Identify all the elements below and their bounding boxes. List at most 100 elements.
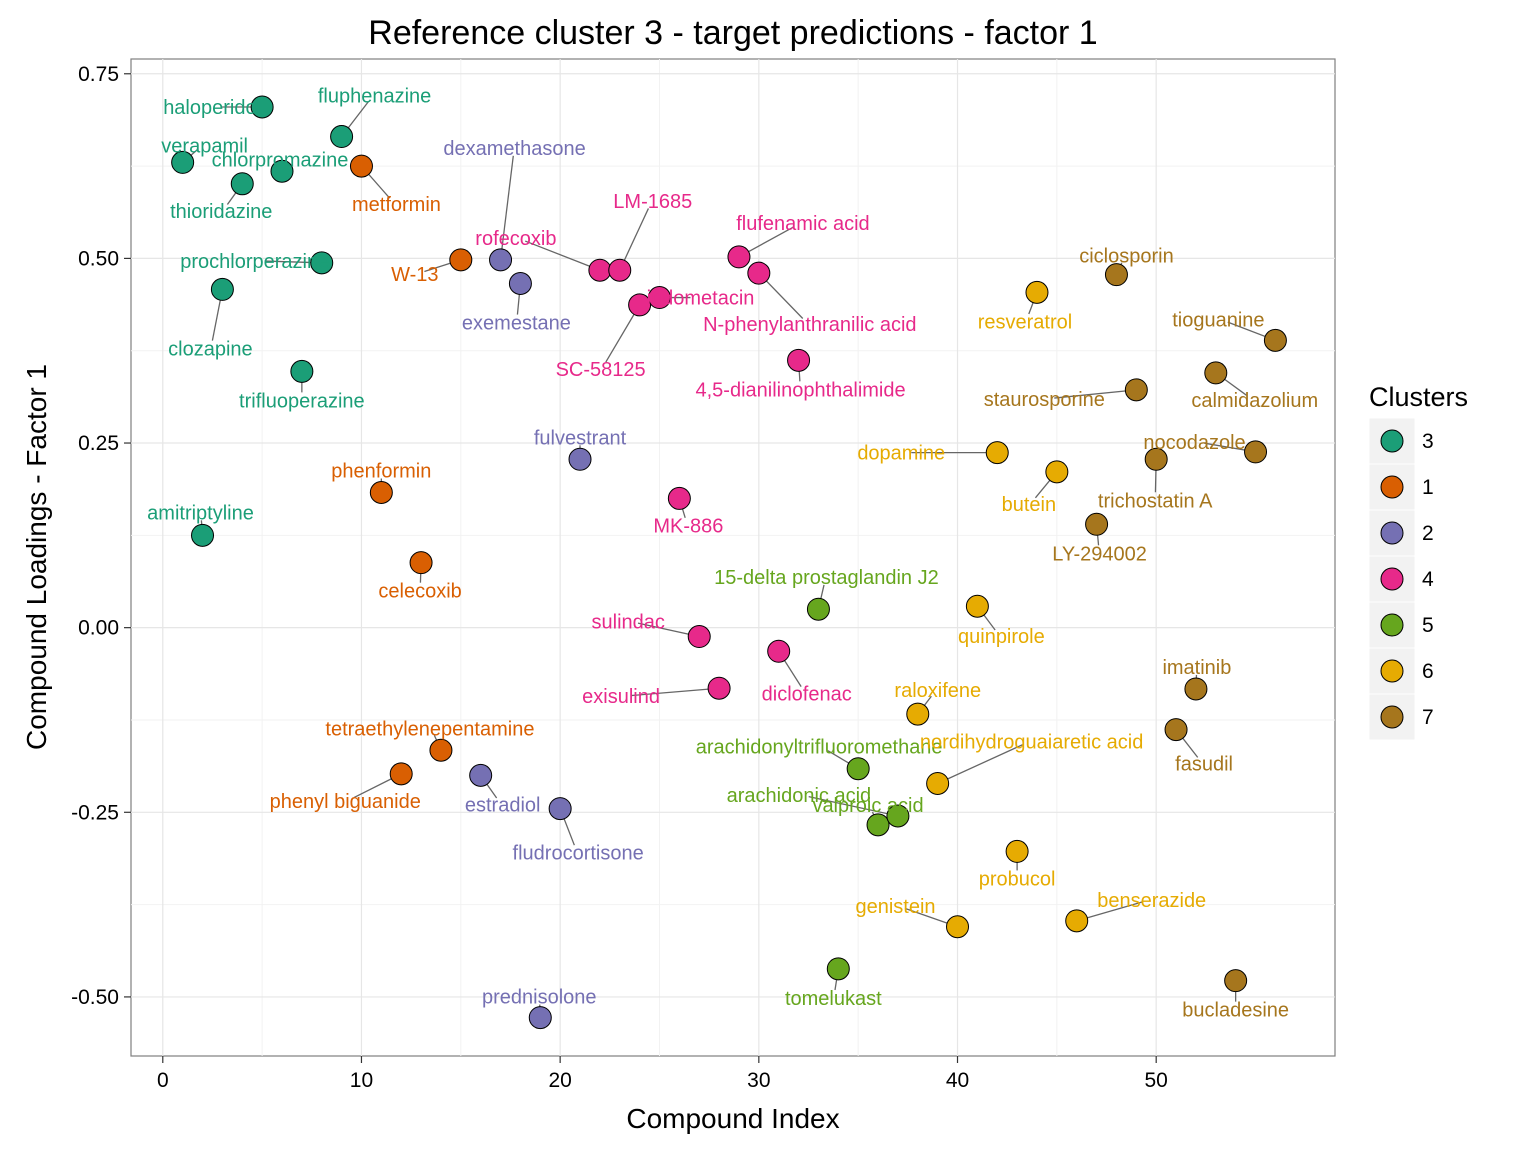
scatter-point: [866, 813, 890, 837]
scatter-point: [1065, 909, 1089, 933]
scatter-point: [429, 738, 453, 762]
data-points: [171, 95, 1287, 1030]
point-label: fludrocortisone: [513, 843, 644, 865]
y-axis: -0.50 -0.25 0.00 0.25 0.50 0.75: [71, 63, 131, 1009]
point-label: clozapine: [168, 338, 253, 360]
label-connector: [937, 744, 1023, 785]
point-label: haloperidol: [163, 97, 261, 119]
point-label: 4,5-dianilinophthalimide: [695, 379, 905, 401]
legend-swatch: [1380, 613, 1404, 637]
scatter-point: [767, 639, 791, 663]
point-label: imatinib: [1162, 657, 1231, 679]
point-label: metformin: [352, 194, 441, 216]
point-label: amitriptyline: [147, 502, 254, 524]
y-tick-label: 0.25: [78, 432, 119, 455]
scatter-point: [787, 348, 811, 372]
label-connector: [524, 240, 601, 271]
legend-swatch: [1380, 429, 1404, 453]
legend-swatch: [1380, 705, 1404, 729]
scatter-point: [747, 261, 771, 285]
legend-label: 1: [1422, 476, 1434, 499]
scatter-point: [310, 251, 334, 275]
point-label: chlorpromazine: [212, 149, 349, 171]
point-label: thioridazine: [170, 201, 272, 223]
point-label: W-13: [391, 264, 438, 286]
point-label: rofecoxib: [475, 228, 556, 250]
point-label: quinpirole: [958, 626, 1045, 648]
point-label: trichostatin A: [1098, 490, 1213, 512]
point-label: genistein: [855, 896, 935, 918]
scatter-point: [1104, 263, 1128, 287]
scatter-point: [409, 551, 433, 575]
point-label: staurosporine: [984, 389, 1105, 411]
scatter-point: [985, 441, 1009, 465]
point-label: ciclosporin: [1079, 246, 1173, 268]
legend-label: 6: [1422, 660, 1434, 683]
label-connector: [1054, 389, 1137, 399]
chart-title: Reference cluster 3 - target predictions…: [368, 14, 1097, 52]
scatter-point: [687, 625, 711, 649]
point-label: dexamethasone: [443, 138, 585, 160]
point-label: LY-294002: [1052, 543, 1147, 565]
scatter-point: [369, 481, 393, 505]
point-label: tioguanine: [1172, 309, 1264, 331]
x-tick-label: 40: [946, 1069, 969, 1092]
label-connector: [808, 796, 899, 817]
point-label: bucladesine: [1182, 1000, 1289, 1022]
point-label: flufenamic acid: [736, 213, 869, 235]
point-label: arachidonic acid: [727, 785, 872, 807]
legend-title: Clusters: [1369, 382, 1468, 412]
scatter-point: [489, 248, 513, 272]
label-connector: [499, 155, 514, 260]
point-label: exisulind: [582, 686, 660, 708]
scatter-point: [1263, 328, 1287, 352]
point-label: sulindac: [592, 612, 665, 634]
scatter-point: [946, 915, 970, 939]
scatter-point: [1144, 447, 1168, 471]
point-label: celecoxib: [378, 581, 461, 603]
scatter-point: [667, 486, 691, 510]
x-tick-label: 50: [1145, 1069, 1168, 1092]
y-tick-label: -0.50: [71, 986, 119, 1009]
scatter-point: [171, 150, 195, 174]
point-label: diclofenac: [762, 683, 852, 705]
point-label: valproic acid: [812, 795, 923, 817]
point-label: 15-delta prostaglandin J2: [714, 567, 939, 589]
scatter-point: [290, 359, 314, 383]
scatter-point: [270, 159, 294, 183]
point-label: MK-886: [653, 515, 723, 537]
y-tick-label: 0.50: [78, 247, 119, 270]
scatter-point: [727, 245, 751, 269]
point-label: exemestane: [462, 313, 571, 335]
point-label: fluphenazine: [318, 86, 431, 108]
scatter-point: [389, 762, 413, 786]
point-label: nocodazole: [1143, 432, 1245, 454]
scatter-point: [628, 293, 652, 317]
label-connector: [631, 687, 720, 697]
x-axis-title: Compound Index: [626, 1103, 839, 1134]
scatter-point: [568, 447, 592, 471]
scatter-point: [1005, 839, 1029, 863]
point-label: benserazide: [1097, 890, 1206, 912]
y-tick-label: 0.00: [78, 617, 119, 640]
legend-label: 2: [1422, 522, 1434, 545]
scatter-point: [548, 797, 572, 821]
point-label: arachidonyltrifluoromethane: [696, 737, 943, 759]
y-tick-label: 0.75: [78, 63, 119, 86]
scatter-point: [210, 277, 234, 301]
point-label: indometacin: [647, 288, 755, 310]
scatter-point: [1204, 361, 1228, 385]
scatter-point: [449, 248, 473, 272]
scatter-point: [1085, 512, 1109, 536]
point-label: LM-1685: [613, 191, 692, 213]
scatter-point: [926, 771, 950, 795]
point-label: SC-58125: [556, 359, 646, 381]
y-axis-title: Compound Loadings - Factor 1: [21, 364, 52, 750]
legend-label: 5: [1422, 614, 1434, 637]
scatter-point: [608, 258, 632, 282]
scatter-point: [846, 757, 870, 781]
x-tick-label: 0: [157, 1069, 169, 1092]
x-tick-label: 10: [350, 1069, 373, 1092]
scatter-point: [1184, 677, 1208, 701]
